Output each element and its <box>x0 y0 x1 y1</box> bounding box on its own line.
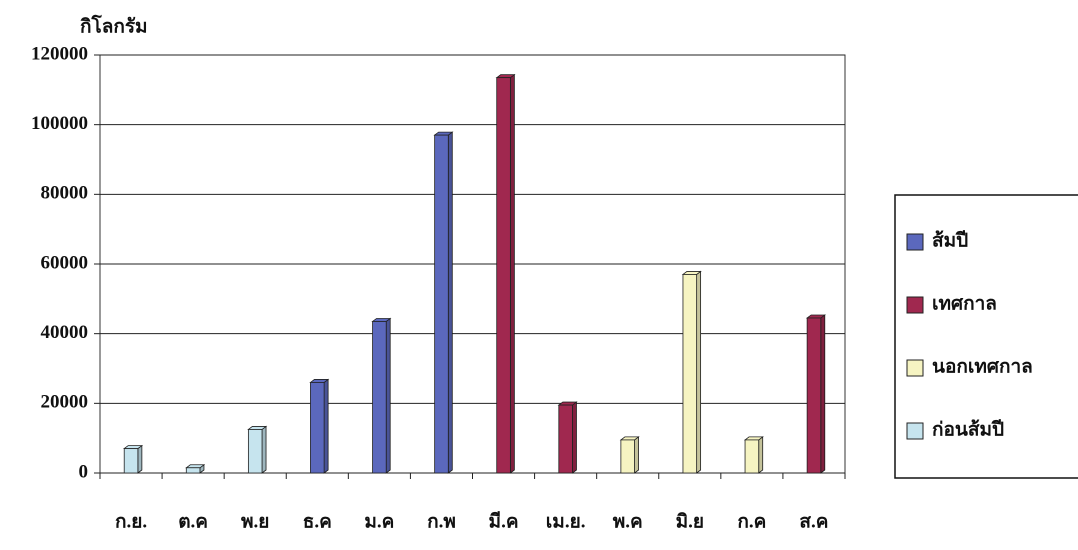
y-tick-label: 60000 <box>41 252 89 273</box>
legend-swatch <box>906 296 924 314</box>
bar <box>806 317 822 474</box>
y-tick-label: 120000 <box>31 43 88 64</box>
bar-side <box>137 444 143 474</box>
bar-side <box>696 270 702 474</box>
bar-side <box>447 131 453 474</box>
legend-swatch <box>906 359 924 377</box>
legend-box <box>894 194 1078 479</box>
bar <box>744 439 760 474</box>
bar-side <box>758 436 764 474</box>
x-tick-label: มี.ค <box>489 510 519 532</box>
bar <box>310 382 325 474</box>
legend-label: เทศกาล <box>932 293 997 314</box>
bar-side <box>820 314 826 474</box>
y-tick-label: 80000 <box>41 183 89 204</box>
bar-side <box>323 378 329 474</box>
legend-label: ส้มปี <box>932 229 968 251</box>
x-tick-label: พ.ย <box>241 511 269 532</box>
bar <box>123 448 139 474</box>
bar <box>682 274 698 474</box>
bar-side <box>509 73 515 474</box>
legend-label: ก่อนส้มปี <box>932 418 1004 440</box>
bar-side <box>261 425 267 474</box>
x-tick-label: ก.ค <box>737 511 766 532</box>
legend-swatch <box>906 422 924 440</box>
bar <box>247 429 263 474</box>
x-tick-label: ก.พ <box>427 511 456 532</box>
x-tick-label: มิ.ย <box>676 511 704 532</box>
x-tick-label: ก.ย. <box>115 511 147 532</box>
x-tick-label: ส.ค <box>799 511 828 532</box>
bar <box>434 134 449 474</box>
bar-side <box>572 401 577 474</box>
y-tick-label: 100000 <box>31 113 88 134</box>
y-tick-label: 0 <box>79 461 89 482</box>
x-tick-label: พ.ค <box>613 511 643 532</box>
y-tick-label: 40000 <box>41 322 89 343</box>
legend-swatch <box>906 233 924 251</box>
y-axis-label: กิโลกรัม <box>80 14 148 37</box>
x-tick-label: ต.ค <box>178 511 208 532</box>
legend-label: นอกเทศกาล <box>932 356 1033 377</box>
bar <box>620 439 635 474</box>
y-tick-label: 20000 <box>41 392 89 413</box>
bar <box>372 321 387 474</box>
x-tick-label: เม.ย. <box>546 511 586 532</box>
bar <box>558 404 573 474</box>
x-tick-label: ม.ค <box>364 511 394 532</box>
bar <box>496 77 511 474</box>
bar-side <box>385 317 391 474</box>
x-tick-label: ธ.ค <box>303 511 332 532</box>
bar <box>185 467 201 474</box>
bar-side <box>634 436 639 474</box>
